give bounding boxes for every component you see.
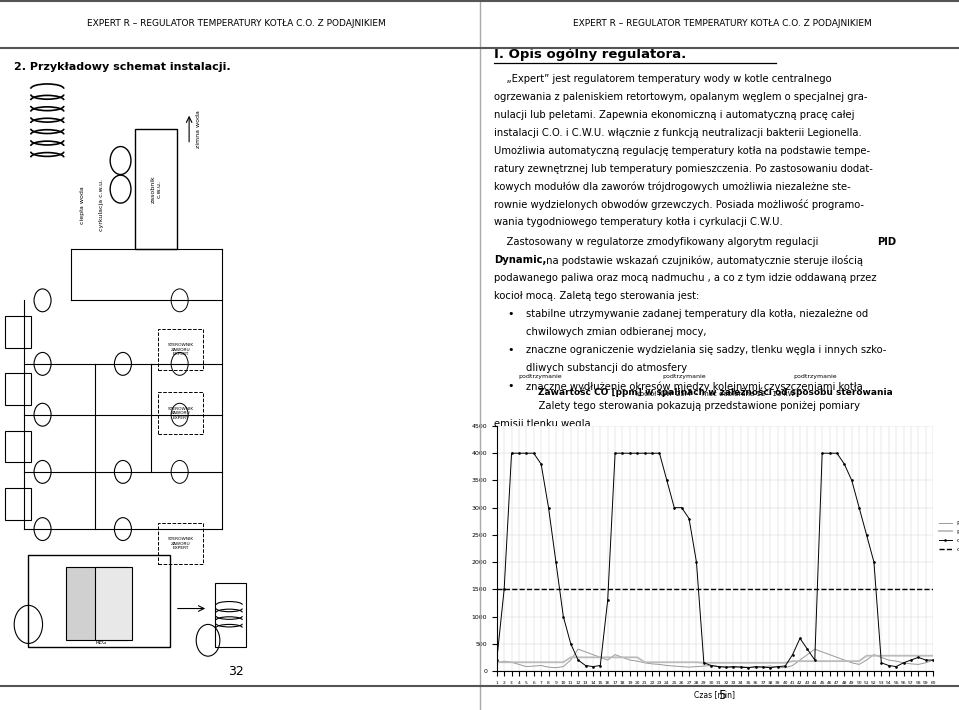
PID Dynamic śr.	[861, 652, 873, 660]
Text: kocioł KWP 25M  ·  moc odbierana 12 - 13 kW: kocioł KWP 25M · moc odbierana 12 - 13 k…	[636, 391, 794, 397]
Text: STEROWNIK
ZAWORU
EXPERT: STEROWNIK ZAWORU EXPERT	[168, 407, 194, 420]
Text: kowych modułów dla zaworów trójdrogowych umożliwia niezależne ste-: kowych modułów dla zaworów trójdrogowych…	[494, 182, 851, 192]
PID Dynamic	[491, 659, 503, 667]
Text: nulacji lub peletami. Zapewnia ekonomiczną i automatyczną pracę całej: nulacji lub peletami. Zapewnia ekonomicz…	[494, 110, 854, 120]
dwustawny śr.	[617, 585, 628, 594]
dwustawny	[624, 449, 636, 457]
dwustawny	[780, 662, 791, 670]
Text: podtrzymanie: podtrzymanie	[793, 374, 837, 379]
dwustawny	[609, 449, 620, 457]
Text: emisji tlenku węgla.: emisji tlenku węgla.	[494, 419, 594, 429]
dwustawny śr.	[764, 585, 776, 594]
dwustawny	[639, 449, 650, 457]
dwustawny śr.	[565, 585, 576, 594]
PID Dynamic	[632, 657, 643, 665]
dwustawny	[491, 656, 503, 665]
Text: podawanego paliwa oraz mocą nadmuchu , a co z tym idzie oddawaną przez: podawanego paliwa oraz mocą nadmuchu , a…	[494, 273, 877, 283]
Text: 32: 32	[228, 665, 245, 679]
Text: Dynamic,: Dynamic,	[494, 255, 547, 265]
Text: chwilowych zmian odbieranej mocy,: chwilowych zmian odbieranej mocy,	[526, 327, 706, 337]
PID Dynamic	[927, 656, 939, 665]
dwustawny	[646, 449, 658, 457]
Bar	[158, 393, 203, 434]
Line: PID Dynamic: PID Dynamic	[497, 649, 933, 667]
Text: PID: PID	[877, 237, 897, 247]
Text: rownie wydzielonych obwodów grzewczych. Posiada możliwość programo-: rownie wydzielonych obwodów grzewczych. …	[494, 200, 864, 210]
dwustawny śr.	[927, 585, 939, 594]
Text: STEROWNIK
ZAWORU
EXPERT: STEROWNIK ZAWORU EXPERT	[168, 537, 194, 550]
Text: zasobnik
c.w.u.: zasobnik c.w.u.	[151, 175, 161, 203]
Bar	[158, 523, 203, 564]
Text: ratury zewnętrznej lub temperatury pomieszczenia. Po zastosowaniu dodat-: ratury zewnętrznej lub temperatury pomie…	[494, 163, 873, 173]
PID Dynamic śr.	[639, 658, 650, 667]
dwustawny	[742, 663, 754, 672]
Text: STEROWNIK
ZAWORU
EXPERT: STEROWNIK ZAWORU EXPERT	[168, 344, 194, 356]
Text: REG: REG	[96, 640, 107, 645]
PID Dynamic śr.	[772, 659, 784, 667]
PID Dynamic	[573, 645, 584, 653]
PID Dynamic	[550, 663, 562, 672]
X-axis label: Czas [min]: Czas [min]	[694, 690, 736, 699]
Text: •: •	[507, 345, 514, 355]
Bar	[29, 555, 170, 647]
Line: dwustawny: dwustawny	[496, 452, 934, 669]
Bar	[135, 129, 177, 249]
dwustawny	[573, 656, 584, 665]
Bar	[5, 316, 31, 348]
PID Dynamic śr.	[698, 659, 710, 667]
PID Dynamic śr.	[565, 653, 576, 662]
dwustawny	[505, 449, 517, 457]
PID Dynamic śr.	[617, 653, 628, 662]
Bar	[5, 488, 31, 520]
Title: Zawartość CO [ppm] w spalinach w zależności od sposobu sterowania: Zawartość CO [ppm] w spalinach w zależno…	[538, 388, 892, 398]
Text: I. Opis ogólny regulatora.: I. Opis ogólny regulatora.	[494, 48, 686, 61]
Bar	[215, 583, 246, 647]
dwustawny śr.	[639, 585, 650, 594]
Bar	[5, 430, 31, 462]
PID Dynamic śr.	[602, 653, 614, 662]
PID Dynamic śr.	[927, 652, 939, 660]
Bar	[158, 329, 203, 370]
Text: znaczne ograniczenie wydzielania się sadzy, tlenku węgla i innych szko-: znaczne ograniczenie wydzielania się sad…	[526, 345, 886, 355]
dwustawny śr.	[602, 585, 614, 594]
PID Dynamic	[654, 660, 666, 669]
Text: cyrkulacja c.w.u.: cyrkulacja c.w.u.	[99, 179, 105, 231]
dwustawny	[927, 656, 939, 665]
Line: PID Dynamic śr.: PID Dynamic śr.	[497, 656, 933, 663]
Text: Umożliwia automatyczną regulację temperatury kotła na podstawie tempe-: Umożliwia automatyczną regulację tempera…	[494, 146, 870, 155]
Text: dliwych substancji do atmosfery: dliwych substancji do atmosfery	[526, 363, 687, 373]
Text: 5: 5	[718, 689, 727, 702]
Text: ogrzewania z paleniskiem retortowym, opalanym węglem o specjalnej gra-: ogrzewania z paleniskiem retortowym, opa…	[494, 92, 867, 102]
dwustawny śr.	[491, 585, 503, 594]
PID Dynamic śr.	[491, 658, 503, 667]
PID Dynamic	[780, 663, 791, 672]
PID Dynamic	[580, 648, 592, 656]
Text: „Expert” jest regulatorem temperatury wody w kotle centralnego: „Expert” jest regulatorem temperatury wo…	[494, 74, 831, 84]
Bar	[66, 567, 128, 640]
Text: 2. Przykładowy schemat instalacji.: 2. Przykładowy schemat instalacji.	[14, 62, 231, 72]
dwustawny śr.	[632, 585, 643, 594]
Text: zimna woda: zimna woda	[197, 110, 201, 148]
Text: Zalety tego sterowania pokazują przedstawione poniżej pomiary: Zalety tego sterowania pokazują przedsta…	[526, 400, 860, 411]
Text: podtrzymanie: podtrzymanie	[663, 374, 706, 379]
Text: •: •	[507, 381, 514, 391]
PID Dynamic	[617, 653, 628, 662]
Text: ciepła woda: ciepła woda	[81, 186, 85, 224]
PID Dynamic	[646, 660, 658, 668]
Text: znaczne wydłużenie okresów między kolejnymi czyszczeniami kotła: znaczne wydłużenie okresów między kolejn…	[526, 381, 862, 391]
Text: stabilne utrzymywanie zadanej temperatury dla kotła, niezależne od: stabilne utrzymywanie zadanej temperatur…	[526, 310, 868, 320]
Text: EXPERT R – REGULATOR TEMPERATURY KOTŁA C.O. Z PODAJNIKIEM: EXPERT R – REGULATOR TEMPERATURY KOTŁA C…	[573, 18, 872, 28]
PID Dynamic śr.	[632, 653, 643, 662]
Text: kocioł mocą. Zaletą tego sterowania jest:: kocioł mocą. Zaletą tego sterowania jest…	[494, 290, 699, 300]
Legend: PID Dynamic, PID Dynamic śr., dwustawny, dwustawny śr.: PID Dynamic, PID Dynamic śr., dwustawny,…	[937, 518, 959, 555]
Text: na podstawie wskazań czujników, automatycznie steruje ilością: na podstawie wskazań czujników, automaty…	[543, 255, 863, 266]
Bar	[5, 373, 31, 405]
Text: instalacji C.O. i C.W.U. włącznie z funkcją neutralizacji bakterii Legionella.: instalacji C.O. i C.W.U. włącznie z funk…	[494, 128, 861, 138]
Text: EXPERT R – REGULATOR TEMPERATURY KOTŁA C.O. Z PODAJNIKIEM: EXPERT R – REGULATOR TEMPERATURY KOTŁA C…	[87, 18, 386, 28]
Text: wania tygodniowego temperatury kotła i cyrkulacji C.W.U.: wania tygodniowego temperatury kotła i c…	[494, 217, 783, 227]
Text: Zastosowany w regulatorze zmodyfikowany algorytm regulacji: Zastosowany w regulatorze zmodyfikowany …	[494, 237, 822, 247]
Bar	[95, 567, 132, 640]
Text: podtrzymanie: podtrzymanie	[519, 374, 562, 379]
Text: •: •	[507, 310, 514, 320]
